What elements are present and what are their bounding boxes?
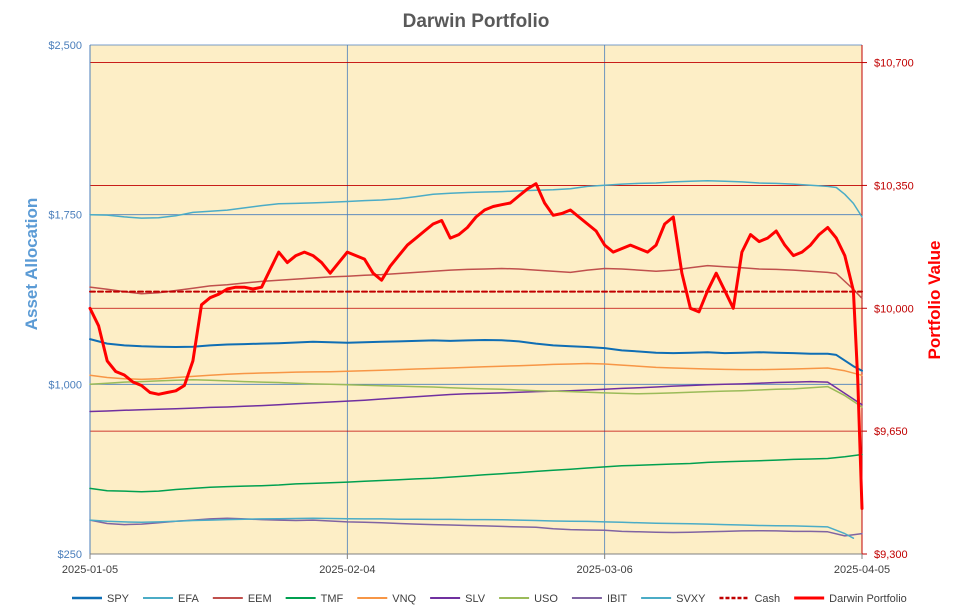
legend-label: SLV — [465, 593, 486, 605]
legend-item-eem: EEM — [212, 593, 272, 605]
series-line-slv — [89, 380, 863, 413]
legend-label: SVXY — [676, 593, 706, 605]
legend-label: IBIT — [607, 593, 627, 605]
y-right-tick-label: $10,700 — [874, 58, 914, 70]
legend-item-svxy: SVXY — [641, 593, 706, 605]
tick-labels: $250 $1,000 $1,750 $2,500 $9,300 $9,650 $10,00… — [48, 40, 913, 576]
y-right-tick-label: $10,350 — [874, 180, 914, 192]
legend-label: EEM — [248, 593, 272, 605]
y-axis-left-label: Asset Allocation — [22, 198, 41, 331]
series-line-uso — [89, 379, 863, 408]
y-right-tick-label: $9,300 — [874, 549, 908, 561]
series-lines — [88, 179, 864, 539]
y-right-tick-label: $10,000 — [874, 303, 914, 315]
legend-item-efa: EFA — [143, 593, 199, 605]
y-left-tick-label: $1,750 — [48, 210, 82, 222]
legend-item-darwin-portfolio: Darwin Portfolio — [794, 593, 907, 605]
legend-item-tmf: TMF — [285, 593, 344, 605]
series-line-efa — [89, 179, 863, 219]
legend-item-vnq: VNQ — [357, 593, 417, 605]
series-line-ibit — [89, 517, 863, 537]
legend-item-slv: SLV — [430, 593, 486, 605]
legend: SPY EFA EEM TMF VNQ SLV USO IBIT SVXY Cash Darwin … — [72, 593, 907, 605]
x-tick-label: 2025-02-04 — [319, 564, 375, 576]
series-line-vnq — [89, 362, 863, 381]
legend-item-uso: USO — [499, 593, 558, 605]
legend-item-ibit: IBIT — [571, 593, 627, 605]
y-right-tick-label: $9,650 — [874, 426, 908, 438]
y-axis-right-label: Portfolio Value — [925, 240, 944, 359]
legend-label: SPY — [107, 593, 130, 605]
legend-label: EFA — [178, 593, 199, 605]
y-left-tick-label: $250 — [58, 549, 82, 561]
legend-label: VNQ — [392, 593, 416, 605]
chart-title: Darwin Portfolio — [403, 11, 550, 32]
x-tick-label: 2025-01-05 — [62, 564, 118, 576]
y-left-tick-label: $1,000 — [48, 379, 82, 391]
series-line-svxy — [89, 517, 855, 539]
x-tick-label: 2025-03-06 — [577, 564, 633, 576]
legend-label: Cash — [754, 593, 780, 605]
series-line-spy — [89, 338, 863, 372]
legend-label: USO — [534, 593, 558, 605]
legend-label: TMF — [321, 593, 344, 605]
series-line-tmf — [89, 453, 863, 493]
series-line-darwin-portfolio — [88, 182, 864, 510]
series-line-eem — [89, 264, 863, 300]
legend-label: Darwin Portfolio — [829, 593, 907, 605]
y-left-tick-label: $2,500 — [48, 40, 82, 52]
x-tick-label: 2025-04-05 — [834, 564, 890, 576]
legend-item-spy: SPY — [72, 593, 130, 605]
legend-item-cash: Cash — [719, 593, 780, 605]
